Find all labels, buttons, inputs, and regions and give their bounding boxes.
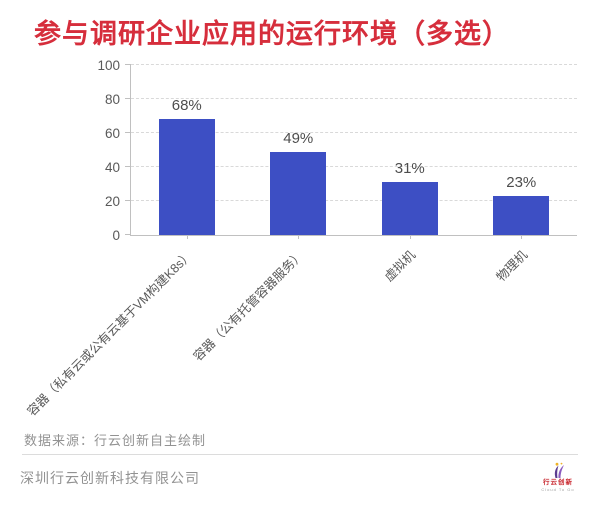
gridline (131, 166, 577, 167)
chart-title: 参与调研企业应用的运行环境（多选） (34, 19, 510, 49)
x-tick-mark (521, 235, 523, 239)
bar (158, 119, 215, 235)
bar (270, 151, 327, 235)
bar-value-label: 68% (171, 97, 202, 115)
bar-value-label: 31% (394, 160, 425, 178)
bar (493, 195, 550, 235)
y-tick-label: 40 (104, 159, 120, 175)
x-category-label: 虚拟机 (382, 247, 419, 285)
x-category-label: 容器（公有托管容器服务） (191, 247, 307, 364)
bar-value-label: 23% (506, 173, 537, 191)
y-tick-label: 0 (112, 227, 120, 243)
y-tick-mark (125, 64, 131, 65)
y-tick-mark (125, 98, 131, 99)
brand-logo: 行云创新 Cloud To Go (532, 462, 584, 492)
brand-logo-name: 行云创新 (543, 479, 573, 486)
gridline (131, 200, 577, 201)
company-name: 深圳行云创新科技有限公司 (20, 470, 200, 486)
data-source-note: 数据来源：行云创新自主绘制 (24, 433, 207, 448)
y-tick-label: 100 (97, 57, 120, 73)
gridline (131, 132, 577, 133)
brand-logo-icon (548, 462, 568, 479)
plot-area: 0 20 40 60 80 100 68% 容器（私有云或公有云基于VM构建K8s） 49% 容器… (25, 58, 577, 419)
y-tick-label: 20 (104, 193, 120, 209)
y-tick-label: 60 (104, 125, 120, 141)
y-tick-mark (125, 200, 131, 201)
x-category-label: 物理机 (493, 247, 530, 285)
gridline (131, 98, 577, 99)
y-tick-mark (125, 166, 131, 167)
x-tick-mark (298, 235, 300, 239)
gridline (131, 64, 577, 65)
footer-divider (22, 454, 578, 455)
y-tick-mark (125, 132, 131, 133)
y-tick-mark (125, 234, 131, 235)
bar (381, 182, 438, 235)
y-tick-label: 80 (104, 91, 120, 107)
brand-logo-subtext: Cloud To Go (541, 486, 575, 492)
bar-value-label: 49% (283, 129, 314, 147)
x-tick-mark (186, 235, 188, 239)
x-tick-mark (409, 235, 411, 239)
x-category-label: 容器（私有云或公有云基于VM构建K8s） (24, 247, 196, 419)
